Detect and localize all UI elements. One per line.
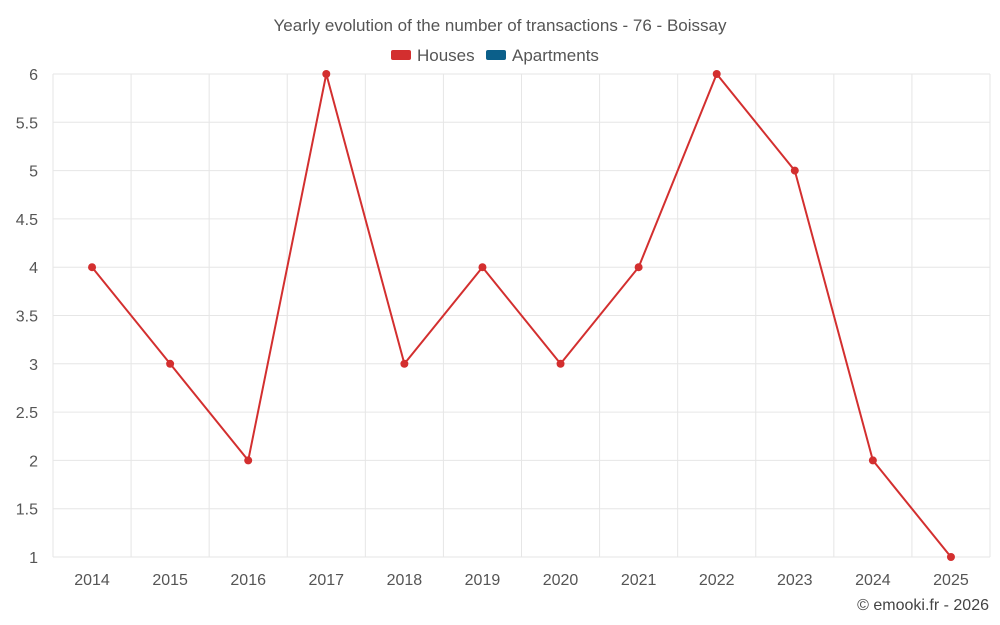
y-tick-label: 2 bbox=[29, 453, 38, 470]
y-tick-label: 3 bbox=[29, 357, 38, 374]
data-point[interactable] bbox=[712, 70, 721, 78]
x-tick-label: 2016 bbox=[230, 572, 266, 589]
x-tick-label: 2014 bbox=[74, 572, 110, 589]
chart-title: Yearly evolution of the number of transa… bbox=[274, 16, 727, 35]
y-tick-label: 4 bbox=[29, 260, 38, 277]
x-tick-label: 2023 bbox=[777, 572, 813, 589]
horizontal-gridlines bbox=[53, 73, 990, 558]
x-tick-label: 2024 bbox=[855, 572, 891, 589]
data-point[interactable] bbox=[634, 263, 643, 272]
data-point[interactable] bbox=[322, 70, 331, 78]
data-point[interactable] bbox=[400, 359, 409, 368]
series-houses bbox=[88, 70, 955, 561]
y-tick-label: 3.5 bbox=[16, 309, 38, 326]
x-tick-label: 2020 bbox=[543, 572, 579, 589]
x-tick-label: 2018 bbox=[387, 572, 423, 589]
data-point[interactable] bbox=[478, 263, 487, 272]
y-tick-label: 2.5 bbox=[16, 405, 38, 422]
y-tick-label: 4.5 bbox=[16, 212, 38, 229]
x-tick-label: 2021 bbox=[621, 572, 657, 589]
data-point[interactable] bbox=[790, 166, 799, 175]
series-line-houses bbox=[91, 73, 952, 558]
legend-item-apartments[interactable]: Apartments bbox=[486, 46, 599, 65]
data-point[interactable] bbox=[556, 359, 565, 368]
data-point[interactable] bbox=[244, 456, 253, 465]
data-point[interactable] bbox=[88, 263, 97, 272]
legend-label-apartments: Apartments bbox=[512, 46, 599, 65]
data-point[interactable] bbox=[166, 359, 175, 368]
y-axis-ticks: 1 1.5 2 2.5 3 3.5 4 4.5 5 5.5 6 bbox=[16, 67, 38, 567]
x-tick-label: 2025 bbox=[933, 572, 969, 589]
data-point[interactable] bbox=[868, 456, 877, 465]
x-axis-ticks: 2014 2015 2016 2017 2018 2019 2020 2021 2022 2023… bbox=[74, 572, 969, 589]
y-tick-label: 1 bbox=[29, 550, 38, 567]
x-tick-label: 2015 bbox=[152, 572, 188, 589]
y-tick-label: 1.5 bbox=[16, 502, 38, 519]
legend-swatch-houses bbox=[391, 50, 411, 60]
x-tick-label: 2019 bbox=[465, 572, 501, 589]
y-tick-label: 5 bbox=[29, 164, 38, 181]
legend: Houses Apartments bbox=[391, 46, 599, 65]
legend-swatch-apartments bbox=[486, 50, 506, 60]
legend-item-houses[interactable]: Houses bbox=[391, 46, 475, 65]
y-tick-label: 6 bbox=[29, 67, 38, 84]
data-point[interactable] bbox=[946, 553, 955, 561]
x-tick-label: 2017 bbox=[308, 572, 344, 589]
y-tick-label: 5.5 bbox=[16, 115, 38, 132]
x-tick-label: 2022 bbox=[699, 572, 735, 589]
legend-label-houses: Houses bbox=[417, 46, 475, 65]
credit-text: © emooki.fr - 2026 bbox=[857, 597, 989, 614]
